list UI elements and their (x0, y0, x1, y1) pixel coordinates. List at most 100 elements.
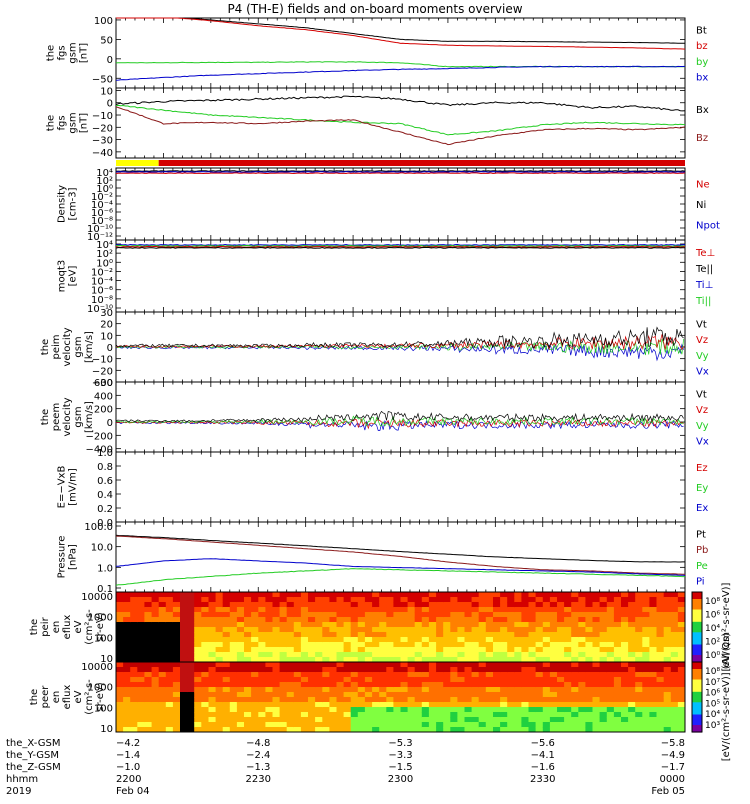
spectrogram-cell (628, 677, 636, 683)
spectrogram-cell (557, 617, 565, 623)
spectrogram-cell (300, 677, 309, 683)
y-axis-label: peim (51, 334, 62, 359)
spectrogram-cell (130, 607, 138, 613)
spectrogram-cell (521, 602, 529, 608)
spectrogram-cell (180, 612, 188, 618)
spectrogram-cell (137, 597, 145, 603)
spectrogram-cell (443, 642, 451, 648)
spectrogram-cell (215, 632, 224, 638)
spectrogram-cell (165, 612, 174, 618)
spectrogram-cell (585, 652, 593, 658)
spectrogram-cell (215, 702, 224, 708)
spectrogram-cell (372, 592, 380, 598)
spectrogram-cell (386, 637, 394, 643)
spectrogram-cell (635, 672, 643, 678)
spectrogram-cell (393, 617, 401, 623)
spectrogram-cell (414, 647, 423, 653)
spectrogram-cell (557, 597, 565, 603)
spectrogram-cell (265, 692, 273, 698)
spectrogram-cell (172, 687, 181, 693)
spectrogram-cell (663, 692, 672, 698)
spectrogram-cell (393, 727, 401, 733)
spectrogram-cell (400, 652, 409, 658)
spectrogram-cell (642, 672, 650, 678)
spectrogram-cell (308, 602, 316, 608)
spectrogram-cell (677, 652, 686, 658)
spectrogram-cell (343, 687, 352, 693)
spectrogram-cell (571, 697, 579, 703)
spectrogram-cell (670, 622, 679, 628)
spectrogram-cell (172, 642, 181, 648)
colorbar-cell (692, 616, 702, 619)
spectrogram-cell (357, 727, 366, 733)
series-Pi (115, 558, 686, 576)
spectrogram-cell (315, 702, 323, 708)
spectrogram-cell (286, 672, 295, 678)
spectrogram-cell (215, 672, 224, 678)
spectrogram-cell (158, 612, 167, 618)
spectrogram-cell (493, 672, 501, 678)
spectrogram-cell (585, 592, 593, 598)
spectrogram-cell (478, 687, 487, 693)
spectrogram-cell (436, 642, 444, 648)
spectrogram-cell (414, 702, 423, 708)
spectrogram-cell (180, 727, 188, 733)
spectrogram-cell (471, 657, 480, 663)
spectrogram-cell (606, 692, 615, 698)
spectrogram-cell (393, 667, 401, 673)
spectrogram-cell (571, 597, 579, 603)
spectrogram-cell (130, 657, 138, 663)
spectrogram-cell (251, 662, 259, 668)
spectrogram-cell (137, 602, 145, 608)
spectrogram-cell (329, 717, 337, 723)
spectrogram-cell (457, 647, 465, 653)
spectrogram-cell (272, 627, 281, 633)
y-tick-label: −400 (86, 445, 113, 456)
spectrogram-cell (443, 677, 451, 683)
spectrogram-cell (421, 632, 430, 638)
spectrogram-cell (592, 592, 601, 598)
spectrogram-cell (279, 722, 288, 728)
spectrogram-cell (393, 687, 401, 693)
spectrogram-cell (564, 602, 572, 608)
spectrogram-cell (329, 642, 337, 648)
spectrogram-cell (578, 672, 586, 678)
spectrogram-cell (180, 667, 188, 673)
spectrogram-cell (244, 642, 252, 648)
y-tick-label: −40 (92, 148, 113, 159)
spectrogram-cell (180, 647, 188, 653)
spectrogram-cell (372, 607, 380, 613)
spectrogram-cell (236, 642, 245, 648)
spectrogram-cell (244, 602, 252, 608)
spectrogram-cell (236, 717, 245, 723)
spectrogram-cell (236, 637, 245, 643)
spectrogram-cell (379, 722, 387, 728)
spectrogram-cell (528, 617, 537, 623)
spectrogram-cell (521, 632, 529, 638)
spectrogram-cell (564, 677, 572, 683)
colorbar-tick-label: 10⁵ (705, 699, 720, 709)
spectrogram-cell (123, 687, 131, 693)
spectrogram-cell (436, 632, 444, 638)
spectrogram-cell (592, 712, 601, 718)
y-tick-label: −20 (92, 123, 113, 134)
spectrogram-cell (670, 647, 679, 653)
y-axis-label: the (29, 689, 40, 705)
panel-frame (115, 381, 686, 453)
spectrogram-cell (549, 657, 558, 663)
spectrogram-cell (144, 692, 152, 698)
colorbar-cell (692, 634, 702, 637)
spectrogram-cell (151, 592, 160, 598)
spectrogram-cell (400, 677, 409, 683)
spectrogram-cell (592, 612, 601, 618)
spectrogram-cell (322, 702, 330, 708)
spectrogram-cell (229, 627, 238, 633)
spectrogram-cell (628, 697, 636, 703)
spectrogram-cell (599, 637, 608, 643)
spectrogram-cell (507, 722, 515, 728)
spectrogram-cell (621, 707, 629, 713)
spectrogram-cell (123, 632, 131, 638)
spectrogram-cell (364, 672, 373, 678)
temp-series (115, 243, 686, 246)
